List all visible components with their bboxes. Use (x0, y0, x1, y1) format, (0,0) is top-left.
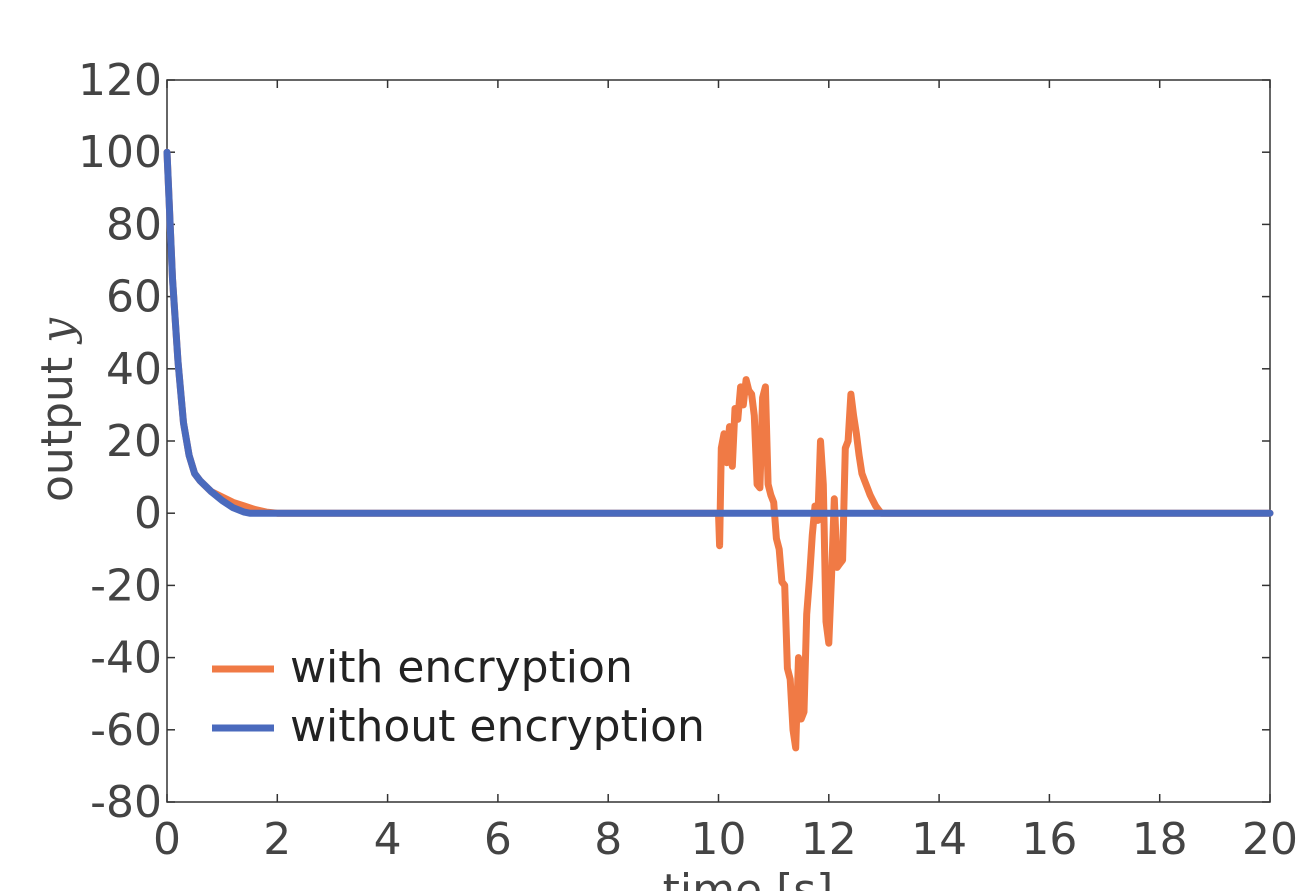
x-tick-label: 6 (484, 814, 512, 865)
legend: with encryption without encryption (212, 642, 705, 752)
y-tick-labels: 120 100 80 60 40 20 0 -20 -40 -60 -80 (78, 55, 162, 828)
x-tick-label: 10 (691, 814, 747, 865)
y-axis-title-var: y (32, 317, 83, 345)
x-tick-label: 14 (911, 814, 967, 865)
y-tick-label: -40 (90, 633, 162, 684)
x-tick-label: 0 (153, 814, 181, 865)
y-tick-label: 40 (106, 344, 162, 395)
x-tick-labels: 0 2 4 6 8 10 12 14 16 18 20 (153, 814, 1297, 865)
legend-label-without-encryption: without encryption (290, 701, 705, 752)
y-axis-title-text: output (32, 343, 83, 502)
plot-frame (166, 79, 1271, 803)
y-tick-label: -20 (90, 560, 162, 611)
y-tick-label: 0 (134, 488, 162, 539)
x-tick-label: 12 (801, 814, 857, 865)
x-axis-title: time [s] (663, 865, 834, 891)
x-tick-label: 18 (1132, 814, 1188, 865)
y-tick-label: 120 (78, 55, 162, 106)
y-tick-label: -80 (90, 777, 162, 828)
y-axis-title: output y (32, 317, 83, 502)
x-tick-label: 4 (374, 814, 402, 865)
y-tick-label: -60 (90, 705, 162, 756)
x-tick-label: 2 (263, 814, 291, 865)
series-lines (163, 148, 1274, 752)
y-tick-label: 60 (106, 272, 162, 323)
y-tick-label: 100 (78, 127, 162, 178)
x-tick-label: 8 (594, 814, 622, 865)
legend-label-with-encryption: with encryption (290, 642, 633, 693)
x-tick-label: 16 (1021, 814, 1077, 865)
y-tick-label: 20 (106, 416, 162, 467)
y-tick-label: 80 (106, 199, 162, 250)
series-line-without-encryption (163, 148, 1274, 517)
x-tick-label: 20 (1242, 814, 1297, 865)
axis-ticks (166, 79, 1271, 803)
